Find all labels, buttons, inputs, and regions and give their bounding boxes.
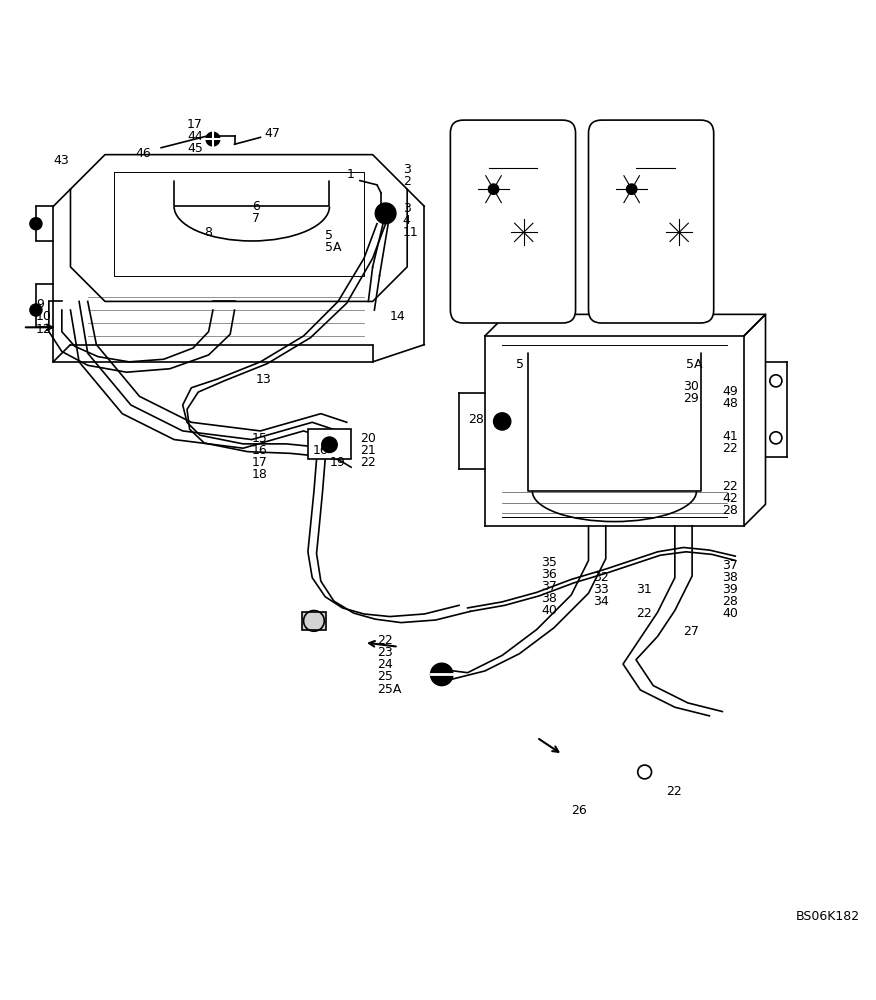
Text: 10: 10 — [36, 310, 52, 323]
Text: 21: 21 — [360, 444, 376, 457]
Text: 25A: 25A — [377, 683, 401, 696]
Circle shape — [493, 413, 511, 430]
Text: 29: 29 — [683, 392, 699, 405]
Text: 47: 47 — [265, 127, 280, 140]
Circle shape — [206, 132, 220, 146]
Text: 2: 2 — [403, 175, 411, 188]
Text: 14: 14 — [390, 310, 406, 323]
Text: 18: 18 — [251, 468, 268, 481]
Text: 43: 43 — [53, 154, 69, 167]
FancyBboxPatch shape — [589, 120, 714, 323]
Text: 30: 30 — [683, 380, 699, 393]
Text: 19: 19 — [329, 456, 345, 469]
Text: 9: 9 — [36, 298, 44, 311]
Text: 31: 31 — [636, 583, 652, 596]
Circle shape — [30, 304, 42, 316]
Circle shape — [430, 663, 453, 686]
Text: 44: 44 — [187, 130, 202, 143]
Text: 22: 22 — [667, 785, 682, 798]
Circle shape — [488, 184, 498, 194]
FancyBboxPatch shape — [450, 120, 576, 323]
Text: 1: 1 — [347, 168, 355, 181]
Circle shape — [375, 203, 396, 224]
Text: 33: 33 — [593, 583, 609, 596]
Text: 32: 32 — [593, 571, 609, 584]
Text: 22: 22 — [377, 634, 392, 647]
Text: 15: 15 — [251, 432, 268, 445]
Text: 12: 12 — [36, 323, 52, 336]
Circle shape — [626, 184, 637, 194]
Text: 45: 45 — [187, 142, 203, 155]
Text: 5: 5 — [516, 358, 524, 371]
Bar — [481, 247, 546, 280]
Text: 16: 16 — [251, 444, 267, 457]
Text: 7: 7 — [251, 212, 260, 225]
Text: 17: 17 — [251, 456, 268, 469]
Text: 49: 49 — [723, 385, 738, 398]
Text: 40: 40 — [541, 604, 557, 617]
Text: 42: 42 — [723, 492, 738, 505]
Text: 3: 3 — [403, 202, 411, 215]
Bar — [618, 247, 683, 280]
Text: 5A: 5A — [325, 241, 342, 254]
Text: 17: 17 — [187, 118, 203, 131]
Text: 5: 5 — [325, 229, 333, 242]
Text: 25: 25 — [377, 670, 392, 683]
Text: 23: 23 — [377, 646, 392, 659]
Text: 22: 22 — [723, 442, 738, 455]
Text: 22: 22 — [360, 456, 376, 469]
Text: 35: 35 — [541, 556, 557, 569]
Bar — [307, 429, 351, 459]
Text: 37: 37 — [541, 580, 557, 593]
Text: 3: 3 — [403, 163, 411, 176]
Text: 34: 34 — [593, 595, 609, 608]
Text: 38: 38 — [723, 571, 738, 584]
Text: 4: 4 — [403, 214, 411, 227]
Text: 24: 24 — [377, 658, 392, 671]
Text: 36: 36 — [541, 568, 557, 581]
Text: 37: 37 — [723, 559, 738, 572]
Text: 48: 48 — [723, 397, 738, 410]
Text: 27: 27 — [683, 625, 699, 638]
Bar — [302, 612, 326, 630]
Text: 11: 11 — [403, 226, 419, 239]
Text: 28: 28 — [723, 504, 738, 517]
Circle shape — [321, 437, 337, 453]
Text: BS06K182: BS06K182 — [795, 910, 860, 923]
Text: 39: 39 — [723, 583, 738, 596]
Text: 20: 20 — [360, 432, 376, 445]
Text: 22: 22 — [636, 607, 652, 620]
Text: 38: 38 — [541, 592, 557, 605]
Text: 16: 16 — [312, 444, 328, 457]
Text: 5A: 5A — [686, 358, 703, 371]
Text: 28: 28 — [468, 413, 484, 426]
Text: 6: 6 — [251, 200, 259, 213]
Circle shape — [30, 218, 42, 230]
Text: 28: 28 — [723, 595, 738, 608]
Text: 13: 13 — [256, 373, 272, 386]
Text: 22: 22 — [723, 480, 738, 493]
Text: 26: 26 — [571, 804, 587, 817]
Text: 41: 41 — [723, 430, 738, 443]
Text: 8: 8 — [204, 226, 212, 239]
Text: 40: 40 — [723, 607, 738, 620]
Text: 46: 46 — [135, 147, 151, 160]
